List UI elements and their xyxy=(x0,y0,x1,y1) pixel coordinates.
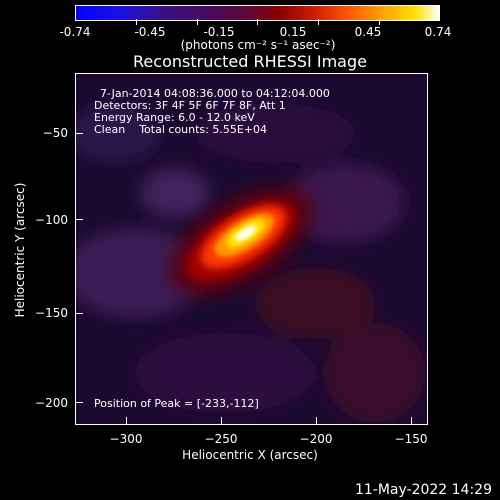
x-axis-title: Heliocentric X (arcsec) xyxy=(182,448,318,462)
energy-range-text: Energy Range: 6.0 - 12.0 keV xyxy=(94,111,255,124)
x-tick-label: −250 xyxy=(204,432,238,446)
y-tick-mark xyxy=(75,313,83,314)
background-noise xyxy=(75,103,425,423)
x-tick-mark xyxy=(411,417,412,425)
x-tick-label: −200 xyxy=(299,432,333,446)
peak-position-text: Position of Peak = [-233,-112] xyxy=(94,397,259,410)
y-tick-label: −150 xyxy=(35,306,68,320)
colorbar-tick-mark xyxy=(197,19,198,25)
rhessi-image xyxy=(75,73,428,425)
y-tick-mark xyxy=(75,133,83,134)
clean-counts-text: Clean Total counts: 5.55E+04 xyxy=(94,123,268,136)
colorbar-tick-mark xyxy=(379,19,380,25)
chart-title: Reconstructed RHESSI Image xyxy=(133,52,367,71)
x-tick-mark xyxy=(126,417,127,425)
colorbar-tick-label: -0.15 xyxy=(203,25,235,39)
colorbar-tick-label: 0.74 xyxy=(424,25,452,39)
y-tick-mark xyxy=(75,402,83,403)
x-tick-label: −150 xyxy=(394,432,428,446)
detectors-text: Detectors: 3F 4F 5F 6F 7F 8F, Att 1 xyxy=(94,99,286,112)
y-tick-label: −50 xyxy=(42,126,68,140)
footer-date: 11-May-2022 14:29 xyxy=(354,482,492,498)
colorbar-tick-mark xyxy=(257,19,258,25)
y-axis-title: Heliocentric Y (arcsec) xyxy=(13,182,27,318)
colorbar-tick-label: 0.15 xyxy=(279,25,307,39)
x-tick-mark xyxy=(221,417,222,425)
y-tick-mark xyxy=(75,219,83,220)
colorbar-unit-label: (photons cm⁻² s⁻¹ asec⁻²) xyxy=(180,38,336,52)
colorbar-tick-label: -0.45 xyxy=(134,25,166,39)
x-tick-label: −300 xyxy=(109,432,143,446)
colorbar-tick-mark xyxy=(318,19,319,25)
colorbar-tick-label: -0.74 xyxy=(59,25,91,39)
y-tick-label: −200 xyxy=(35,396,68,410)
y-tick-label: −100 xyxy=(35,213,68,227)
colorbar-tick-mark xyxy=(136,19,137,25)
flare-source xyxy=(169,186,313,296)
time-range-text: 7-Jan-2014 04:08:36.000 to 04:12:04.000 xyxy=(100,87,330,100)
x-tick-mark xyxy=(316,417,317,425)
colorbar-tick-label: 0.45 xyxy=(354,25,382,39)
colorbar xyxy=(75,5,440,21)
